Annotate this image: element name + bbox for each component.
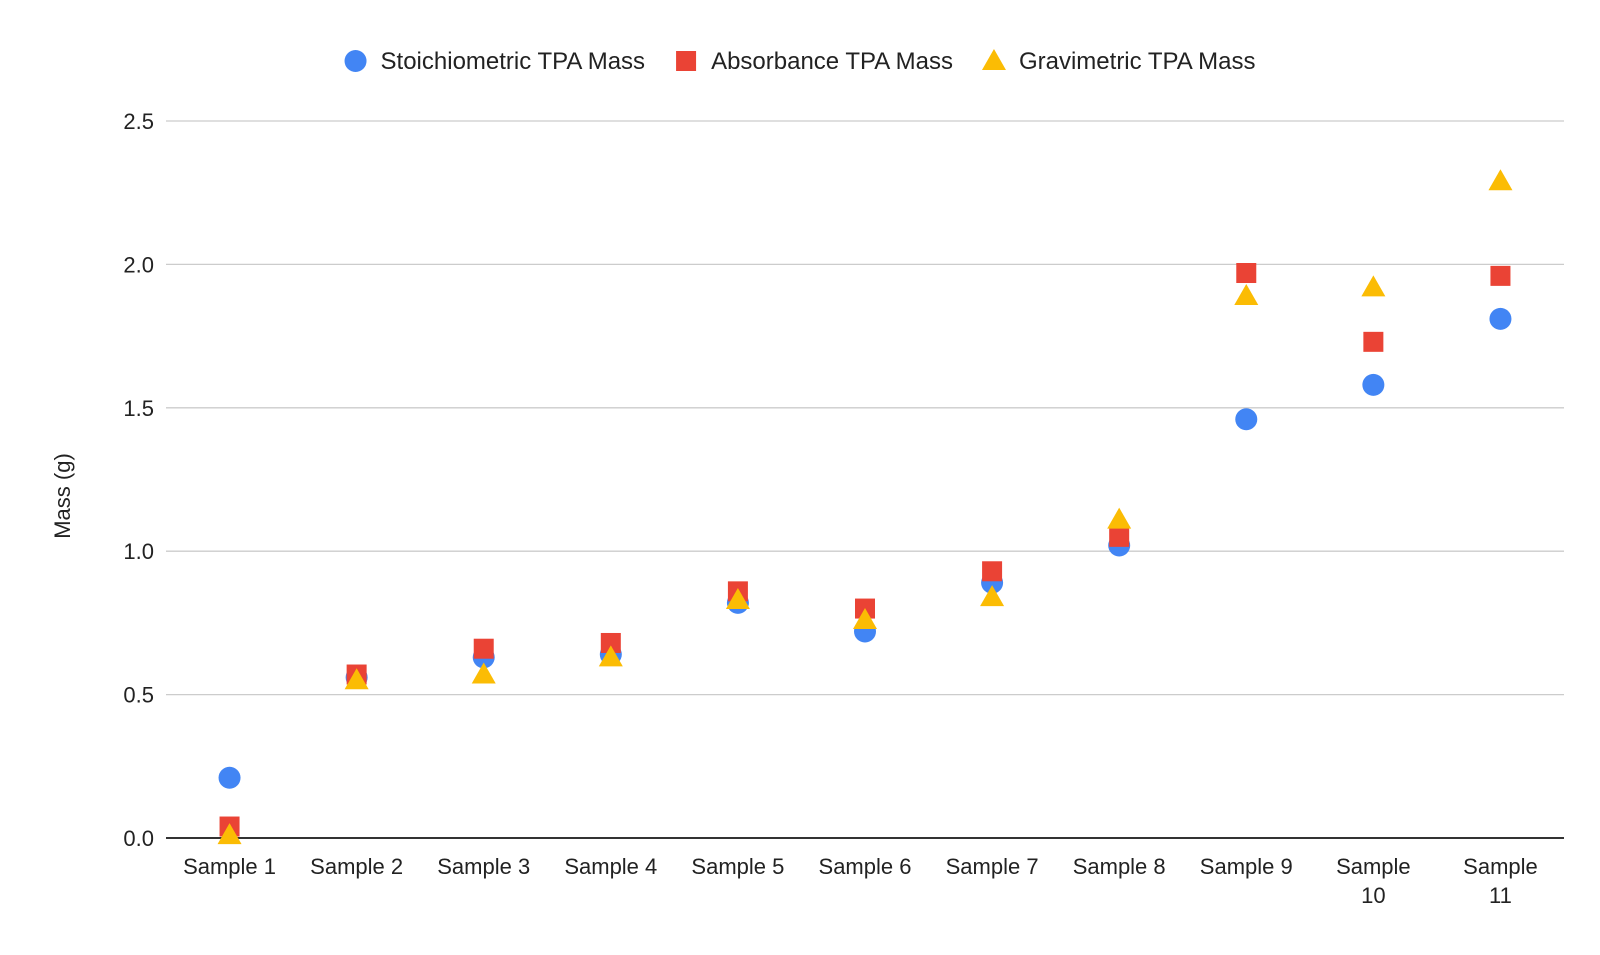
y-tick-label: 0.5 <box>123 683 154 708</box>
x-tick-label: Sample 6 <box>819 854 912 879</box>
triangle-point <box>217 823 242 845</box>
y-tick-label: 2.0 <box>123 252 154 277</box>
legend-circle-icon <box>344 50 367 72</box>
series-square <box>219 263 1511 837</box>
x-tick-label: Sample 7 <box>946 854 1039 879</box>
square-point <box>982 561 1003 582</box>
x-tick-label: Sample 2 <box>310 854 403 879</box>
square-point <box>1109 526 1130 547</box>
data-points <box>217 169 1513 845</box>
square-point <box>1236 263 1257 284</box>
circle-point <box>218 766 241 789</box>
square-point <box>473 638 494 659</box>
y-axis-ticks: 0.0 0.5 1.0 1.5 2.0 2.5 <box>123 109 154 851</box>
series-triangle <box>217 169 1513 845</box>
triangle-point <box>725 587 750 609</box>
x-tick-label: Sample 10 <box>1336 854 1411 908</box>
triangle-point <box>344 668 369 690</box>
triangle-point <box>1107 507 1132 529</box>
legend-item: Absorbance TPA Mass <box>676 48 953 75</box>
square-point <box>1363 331 1384 352</box>
x-tick-label: Sample 1 <box>183 854 276 879</box>
triangle-point <box>598 645 623 667</box>
x-tick-label: Sample 11 <box>1463 854 1538 908</box>
legend-item: Stoichiometric TPA Mass <box>344 48 646 75</box>
x-tick-label: Sample 9 <box>1200 854 1293 879</box>
x-tick-label: Sample 8 <box>1073 854 1166 879</box>
circle-point <box>1362 373 1385 396</box>
triangle-point <box>1234 283 1259 305</box>
legend-label: Absorbance TPA Mass <box>711 48 953 75</box>
triangle-point <box>980 585 1005 607</box>
legend-label: Gravimetric TPA Mass <box>1019 48 1255 75</box>
x-tick-label: Sample 5 <box>691 854 784 879</box>
legend-triangle-icon <box>981 49 1006 70</box>
x-axis-ticks: Sample 1 Sample 2 Sample 3 Sample 4 Sample 5… <box>183 854 1538 908</box>
x-tick-label: Sample 3 <box>437 854 530 879</box>
square-point <box>600 632 621 653</box>
legend-item: Gravimetric TPA Mass <box>981 48 1255 75</box>
triangle-point <box>1488 169 1513 191</box>
x-tick-label: Sample 4 <box>564 854 657 879</box>
square-point <box>1490 265 1511 286</box>
triangle-point <box>1361 275 1386 297</box>
y-tick-label: 1.5 <box>123 396 154 421</box>
y-tick-label: 0.0 <box>123 826 154 851</box>
legend-square-icon <box>676 51 697 71</box>
gridlines <box>166 120 1564 839</box>
legend-label: Stoichiometric TPA Mass <box>381 48 646 75</box>
circle-point <box>1235 408 1258 431</box>
y-axis-label: Mass (g) <box>50 453 75 539</box>
triangle-point <box>853 608 877 630</box>
series-circle <box>218 307 1512 789</box>
legend: Stoichiometric TPA Mass Absorbance TPA Ma… <box>344 48 1255 75</box>
y-tick-label: 2.5 <box>123 109 154 134</box>
y-tick-label: 1.0 <box>123 539 154 564</box>
circle-point <box>1489 307 1512 330</box>
triangle-point <box>471 662 496 684</box>
